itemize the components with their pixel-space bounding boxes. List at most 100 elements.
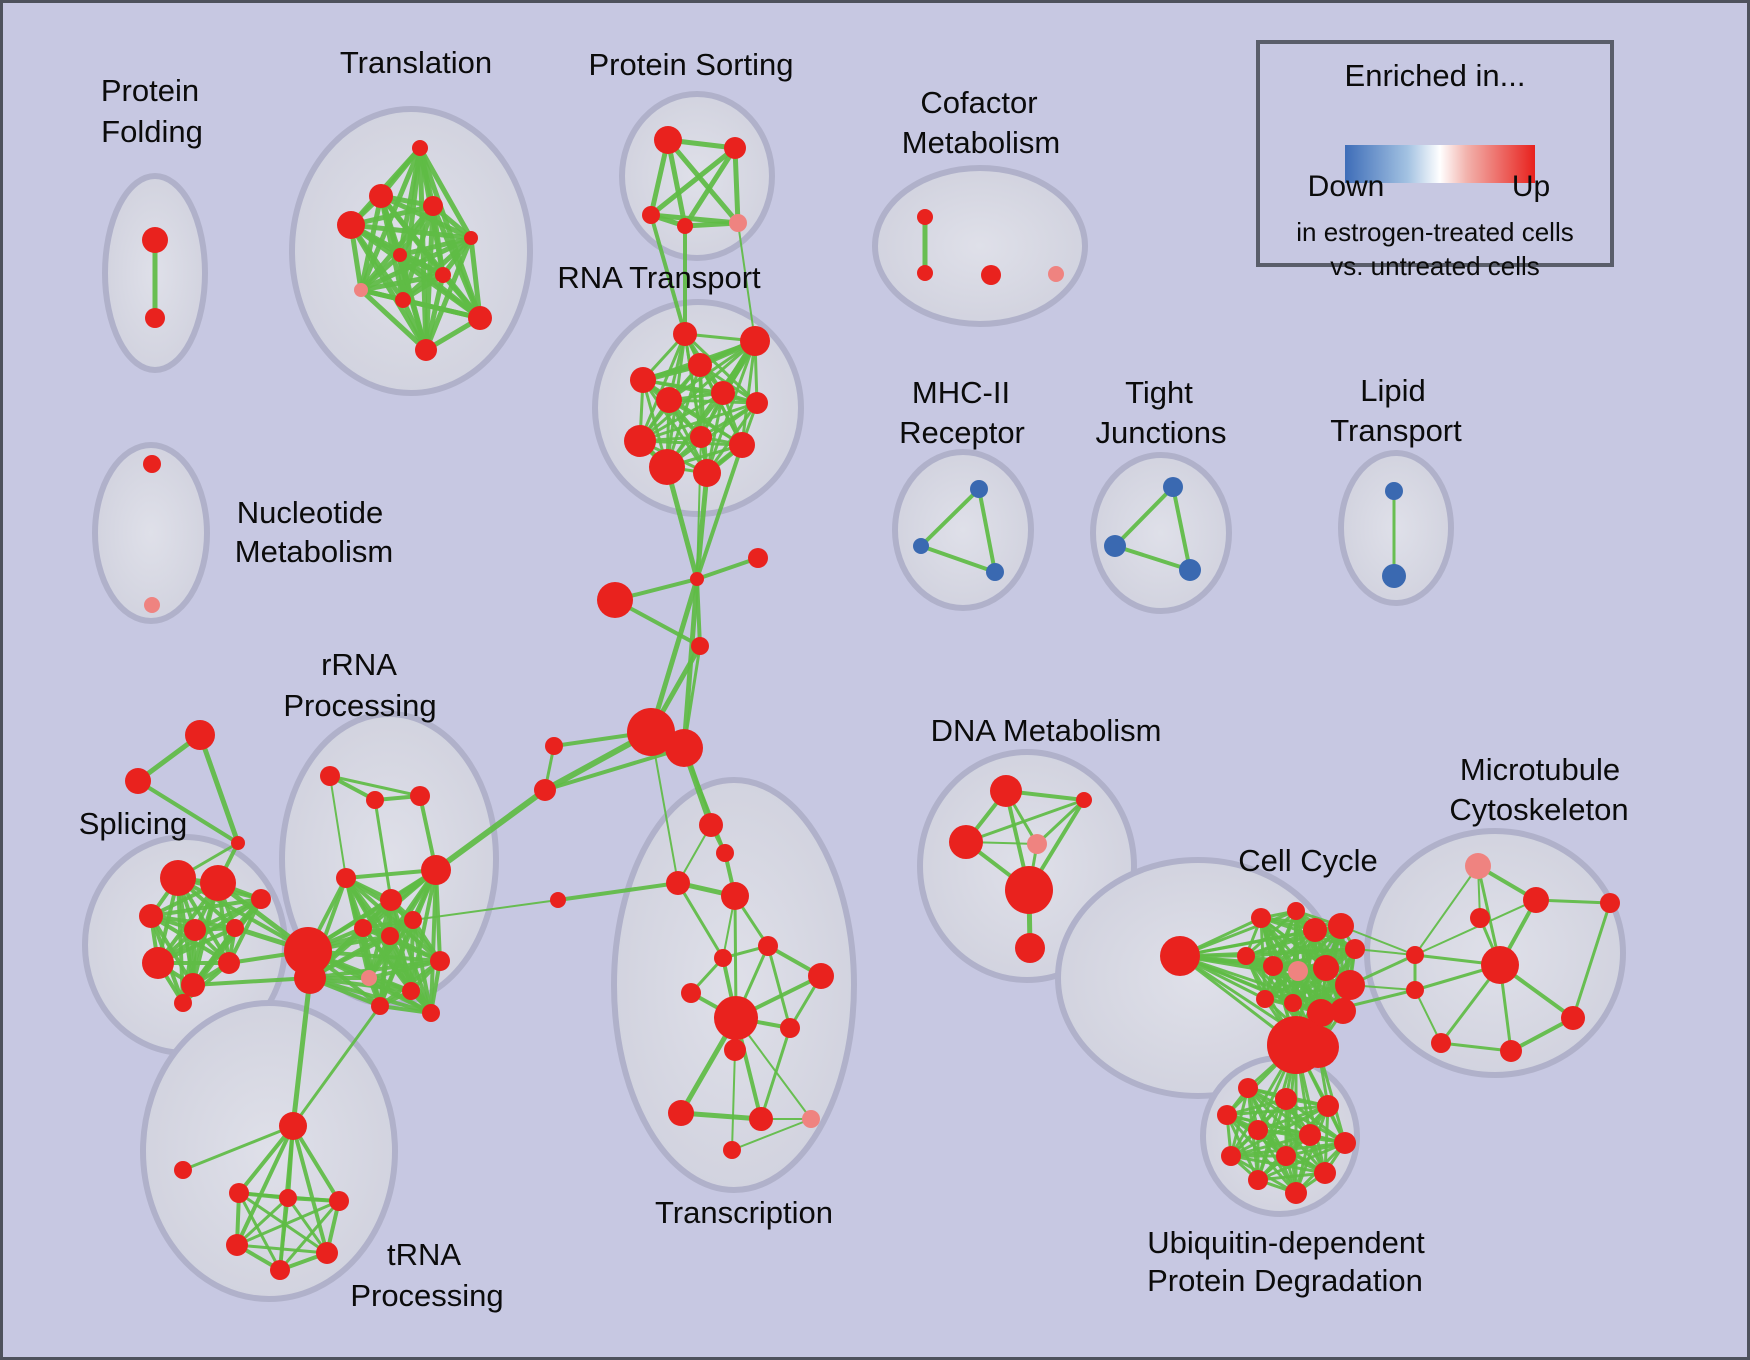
node-rrna-top-1: [366, 791, 384, 809]
edge-trna-processing: [237, 1124, 295, 1195]
edge-trna-processing: [286, 1196, 329, 1255]
node-central-connectors-5: [665, 729, 703, 767]
node-transcription-10: [724, 1039, 746, 1061]
node-cofactor-metabolism-0: [917, 209, 933, 225]
edge-transcription: [759, 1026, 792, 1121]
node-transcription-4: [758, 936, 778, 956]
node-cell-cycle-13: [1307, 999, 1335, 1027]
node-protein-sorting-0: [654, 126, 682, 154]
edge-rrna-processing: [367, 959, 442, 980]
node-rrna-processing-2: [336, 868, 356, 888]
cluster-label-mhc-ii-receptor-line1: Receptor: [899, 415, 1025, 450]
edge-intercluster: [695, 443, 744, 581]
node-transcription-8: [714, 996, 758, 1040]
node-lipid-transport-1: [1382, 564, 1406, 588]
node-translation-5: [393, 248, 407, 262]
node-mhc-ii-receptor-0: [970, 480, 988, 498]
cluster-label-ubiquitin-degradation-line1: Protein Degradation: [1147, 1263, 1423, 1298]
edge-trna-processing: [235, 1199, 341, 1247]
node-rrna-processing-5: [354, 919, 372, 937]
cluster-ellipse-tight-junctions: [1090, 452, 1232, 614]
edge-cell-cycle: [1244, 909, 1298, 958]
node-rna-transport-10: [649, 449, 685, 485]
node-dna-metabolism-5: [1015, 933, 1045, 963]
edge-protein-sorting: [648, 145, 738, 218]
edge-transcription: [731, 1118, 812, 1151]
cluster-label-cell-cycle-line0: Cell Cycle: [1238, 843, 1378, 878]
edge-trna-processing: [278, 1199, 341, 1272]
edge-translation: [417, 145, 474, 241]
cluster-label-protein-folding-line1: Folding: [101, 114, 203, 149]
node-rrna-processing-9: [361, 970, 377, 986]
node-trna-processing-2: [229, 1183, 249, 1203]
node-transcription-9: [780, 1018, 800, 1038]
edge-rrna-top: [328, 774, 422, 798]
cluster-label-nucleotide-metabolism-line1: Metabolism: [235, 534, 394, 569]
node-dna-metabolism-0: [990, 775, 1022, 807]
edge-central-connectors: [543, 746, 686, 792]
cluster-label-microtubule-cytoskeleton-line1: Cytoskeleton: [1449, 792, 1628, 827]
node-protein-sorting-2: [642, 206, 660, 224]
cluster-label-trna-processing-line0: tRNA: [387, 1237, 461, 1272]
node-cell-cycle-3: [1303, 918, 1327, 942]
node-central-connectors-3: [691, 637, 709, 655]
edge-central-connectors: [648, 576, 700, 735]
node-trna-processing-6: [316, 1242, 338, 1264]
edge-mhc-ii-receptor: [919, 544, 997, 574]
cluster-label-lipid-transport-line1: Transport: [1330, 413, 1462, 448]
edge-tight-junctions: [1113, 485, 1175, 548]
node-rrna-processing-11: [371, 997, 389, 1015]
edge-rna-transport: [667, 339, 757, 402]
legend-subtitle-line1: in estrogen-treated cells: [1296, 217, 1574, 247]
node-splicing-1: [200, 865, 236, 901]
node-splicing-satellite-2: [231, 836, 245, 850]
node-rna-transport-7: [624, 425, 656, 457]
edge-microtubule-cytoskeleton: [1414, 865, 1479, 956]
node-splicing-3: [184, 919, 206, 941]
node-central-connectors-0: [690, 572, 704, 586]
node-microtubule-cytoskeleton-2: [1470, 908, 1490, 928]
edge-transcription: [678, 1110, 764, 1122]
node-cell-cycle-14: [1330, 998, 1356, 1024]
edge-intercluster: [290, 975, 313, 1129]
edge-trna-processing: [235, 1196, 290, 1247]
node-microtubule-cytoskeleton-7: [1431, 1033, 1451, 1053]
edge-transcription: [676, 881, 725, 960]
node-cell-cycle-4: [1328, 913, 1354, 939]
node-ubiquitin-degradation-10: [1248, 1170, 1268, 1190]
legend: Enriched in... Down Up in estrogen-treat…: [1256, 40, 1614, 281]
node-microtubule-cytoskeleton-6: [1500, 1040, 1522, 1062]
edge-rna-transport: [705, 339, 757, 475]
node-ubiquitin-degradation-0: [1238, 1078, 1258, 1098]
node-translation-0: [412, 140, 428, 156]
edge-trna-processing: [235, 1243, 329, 1255]
node-rna-transport-11: [693, 459, 721, 487]
node-microtubule-cytoskeleton-8: [1406, 946, 1424, 964]
node-central-connectors-2: [597, 582, 633, 618]
edge-rna-transport: [667, 398, 744, 447]
edge-intercluster: [176, 876, 310, 953]
edge-translation: [400, 297, 483, 321]
node-rrna-processing-8: [430, 951, 450, 971]
node-cell-cycle-2: [1287, 902, 1305, 920]
cluster-label-rrna-processing-line1: Processing: [283, 688, 436, 723]
cluster-label-lipid-transport-line0: Lipid: [1360, 373, 1426, 408]
labels-layer: Protein Folding Translation Protein Sorting…: [79, 45, 1629, 1313]
edge-microtubule-cytoskeleton: [1414, 899, 1537, 956]
node-microtubule-cytoskeleton-5: [1561, 1006, 1585, 1030]
node-microtubule-cytoskeleton-4: [1600, 893, 1620, 913]
edge-trna-processing: [291, 1124, 341, 1203]
node-cell-cycle-16: [1297, 1026, 1339, 1068]
edge-translation: [358, 272, 446, 293]
node-splicing-satellite-0: [185, 720, 215, 750]
edge-rna-transport: [638, 401, 759, 443]
node-microtubule-cytoskeleton-0: [1465, 853, 1491, 879]
node-ubiquitin-degradation-6: [1334, 1132, 1356, 1154]
cluster-ellipse-lipid-transport: [1338, 450, 1454, 606]
node-protein-folding-0: [142, 227, 168, 253]
node-lipid-transport-0: [1385, 482, 1403, 500]
node-rna-transport-3: [688, 353, 712, 377]
node-translation-1: [369, 184, 393, 208]
edge-intercluster: [664, 464, 700, 582]
node-translation-3: [337, 211, 365, 239]
